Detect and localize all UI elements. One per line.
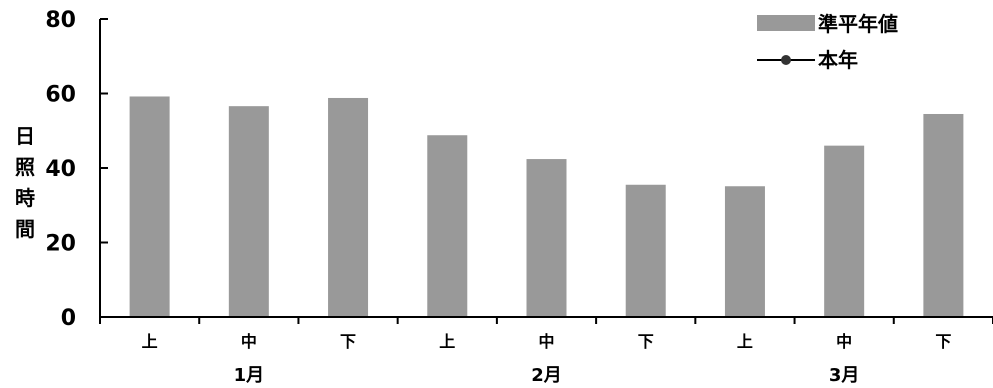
- y-tick-label: 60: [45, 83, 76, 108]
- month-label: 3月: [829, 365, 860, 386]
- month-label: 2月: [531, 365, 562, 386]
- bar: [129, 96, 170, 317]
- category-label: 中: [241, 332, 257, 351]
- month-label: 1月: [234, 365, 265, 386]
- y-tick-label: 80: [45, 8, 76, 33]
- y-tick-label: 20: [45, 232, 76, 257]
- bar: [228, 106, 269, 317]
- bar: [724, 186, 765, 317]
- legend-swatch-bar: [757, 15, 815, 31]
- category-label: 上: [439, 332, 455, 351]
- y-axis-label-char: 時: [15, 186, 35, 210]
- legend-label-bar: 準平年値: [818, 12, 898, 36]
- category-label: 上: [737, 332, 753, 351]
- legend: 準平年値 本年: [757, 12, 898, 72]
- category-label: 下: [638, 332, 654, 351]
- category-label: 下: [935, 332, 951, 351]
- bar: [625, 184, 666, 317]
- bar: [824, 145, 865, 317]
- bar-series: [129, 96, 964, 317]
- bar: [427, 135, 468, 317]
- category-label: 上: [142, 332, 158, 351]
- bar: [328, 97, 369, 317]
- y-tick-label: 0: [61, 306, 76, 331]
- legend-swatch-marker: [781, 55, 791, 65]
- y-axis-label-char: 照: [15, 155, 35, 179]
- y-axis-ticks: 0 20 40 60 80: [45, 8, 108, 331]
- y-axis-label-char: 間: [15, 217, 35, 241]
- category-label: 下: [340, 332, 356, 351]
- y-tick-label: 40: [45, 157, 76, 182]
- x-axis-ticks: 上 中 下 上 中 下 上 中 下 1月 2月 3月: [99, 317, 993, 386]
- plot-area: 0 20 40 60 80 上 中 下 上 中 下 上 中 下 1月 2月 3月: [45, 8, 993, 386]
- bar: [526, 159, 567, 317]
- legend-label-line: 本年: [818, 48, 858, 72]
- category-label: 中: [836, 332, 852, 351]
- category-label: 中: [538, 332, 554, 351]
- bar: [923, 113, 964, 317]
- y-axis-label-char: 日: [15, 124, 35, 148]
